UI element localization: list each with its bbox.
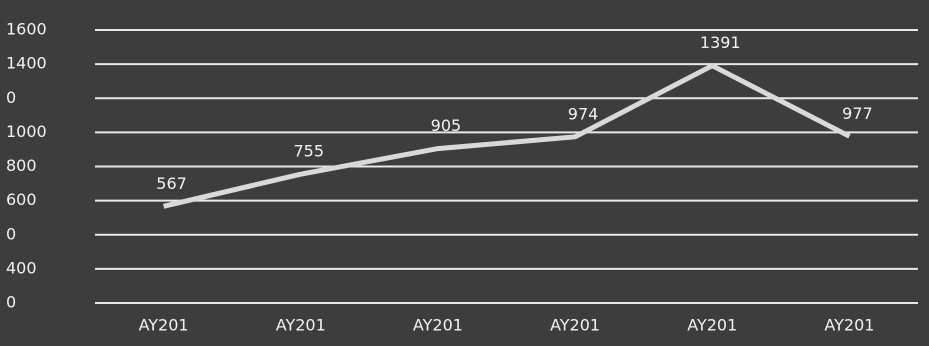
data-label: 567 xyxy=(156,174,187,193)
data-label: 755 xyxy=(293,142,324,161)
x-tick-label: AY201 xyxy=(139,316,189,335)
y-tick-label: 800 xyxy=(6,156,37,175)
y-tick-label: 0 xyxy=(6,88,16,107)
x-tick-label: AY201 xyxy=(276,316,326,335)
x-tick-label: AY201 xyxy=(550,316,600,335)
data-label: 974 xyxy=(568,104,599,123)
x-tick-label: AY201 xyxy=(413,316,463,335)
data-label: 1391 xyxy=(700,33,741,52)
x-tick-label: AY201 xyxy=(824,316,874,335)
y-tick-label: 600 xyxy=(6,190,37,209)
data-label: 977 xyxy=(842,104,873,123)
line xyxy=(163,63,851,209)
y-tick-label: 0 xyxy=(6,293,16,312)
y-tick-label: 0 xyxy=(6,224,16,243)
y-tick-label: 400 xyxy=(6,258,37,277)
y-tick-label: 1400 xyxy=(6,54,47,73)
y-tick-label: 1600 xyxy=(6,20,47,39)
data-label: 905 xyxy=(431,116,462,135)
x-tick-label: AY201 xyxy=(687,316,737,335)
y-tick-label: 1000 xyxy=(6,122,47,141)
